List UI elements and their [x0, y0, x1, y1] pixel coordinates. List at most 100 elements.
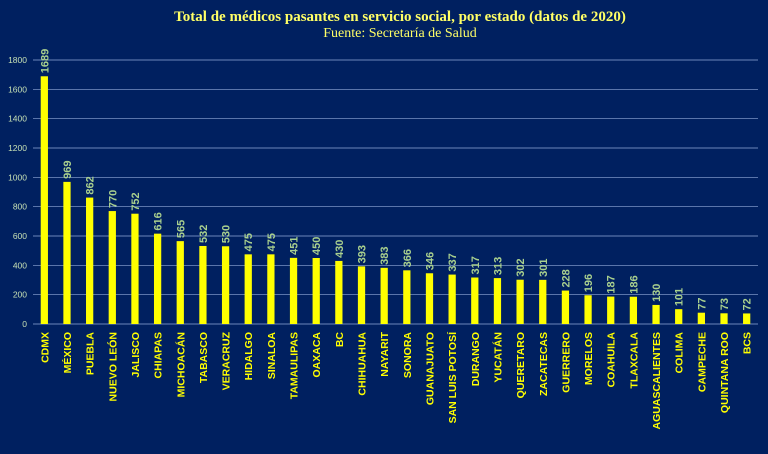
data-label: 393: [357, 245, 369, 263]
data-label: 337: [447, 253, 459, 271]
data-label: 530: [221, 225, 233, 243]
y-tick-label: 1000: [8, 172, 27, 182]
bar: [403, 270, 411, 324]
y-tick-label: 200: [13, 290, 27, 300]
data-label: 475: [266, 233, 278, 251]
x-tick-label: PUEBLA: [85, 332, 97, 376]
data-label: 313: [492, 257, 504, 275]
data-label: 752: [130, 192, 142, 210]
x-tick-label: GUANAJUATO: [424, 332, 436, 405]
data-label: 366: [402, 249, 414, 267]
data-label: 228: [560, 269, 572, 287]
data-label: 317: [470, 256, 482, 274]
gridlines: [33, 59, 758, 325]
data-label: 186: [628, 275, 640, 293]
data-label: 302: [515, 258, 527, 276]
bars: [40, 76, 751, 324]
data-label: 616: [153, 212, 165, 230]
y-tick-label: 400: [13, 260, 27, 270]
x-axis-ticks: CDMX MÉXICO PUEBLA NUEVO LEÓN JALISCO CHIAPAS…: [39, 331, 753, 430]
bar: [312, 258, 320, 324]
data-label: 450: [311, 237, 323, 255]
bar: [652, 304, 660, 324]
bar: [584, 295, 592, 324]
data-label: 451: [289, 236, 301, 254]
bar: [561, 290, 570, 324]
x-tick-label: SINALOA: [266, 332, 278, 380]
data-label: 969: [62, 161, 74, 179]
y-axis-ticks: 0 200 400 600 800 1000 1200 1400 1600 1800: [8, 55, 27, 329]
x-tick-label: YUCATÁN: [491, 332, 504, 383]
x-tick-label: TAMAULIPAS: [289, 332, 301, 399]
x-tick-label: CHIHUAHUA: [357, 332, 369, 396]
bar: [63, 181, 71, 324]
bar: [289, 257, 298, 324]
bar: [40, 76, 48, 324]
data-label: 196: [583, 274, 595, 292]
data-label: 383: [379, 246, 391, 264]
x-tick-label: TABASCO: [198, 332, 210, 383]
bar: [720, 313, 728, 324]
data-label: 532: [198, 225, 210, 243]
data-label: 72: [742, 298, 754, 310]
data-labels: 1689 969 862 770 752 616 565 532 530 475 475 451 450…: [39, 49, 753, 311]
bar: [244, 254, 252, 324]
y-tick-label: 1600: [8, 84, 27, 94]
data-label: 101: [674, 288, 686, 306]
bar: [629, 296, 638, 324]
y-tick-label: 1200: [8, 143, 27, 153]
bar: [675, 309, 683, 324]
x-tick-label: BC: [334, 332, 346, 348]
data-label: 346: [424, 252, 436, 270]
data-label: 430: [334, 240, 346, 258]
x-tick-label: NUEVO LEÓN: [106, 332, 119, 401]
bar: [153, 233, 162, 324]
x-tick-label: JALISCO: [130, 332, 142, 378]
bar: [199, 245, 207, 324]
x-tick-label: DURANGO: [470, 332, 482, 386]
x-tick-label: CHIAPAS: [153, 332, 165, 378]
bar: [697, 312, 705, 324]
bar: [86, 197, 94, 324]
bar: [743, 313, 751, 324]
bar: [131, 213, 139, 324]
x-tick-label: MICHOACÁN: [174, 332, 187, 397]
x-tick-label: MORELOS: [583, 332, 595, 385]
bar: [108, 211, 116, 324]
x-tick-label: NAYARIT: [379, 331, 391, 376]
data-label: 77: [696, 297, 708, 309]
bar: [357, 266, 366, 324]
x-tick-label: CDMX: [39, 332, 51, 363]
data-label: 565: [175, 220, 187, 238]
x-tick-label: AGUASCALIENTES: [651, 332, 663, 429]
data-label: 73: [719, 298, 731, 310]
y-tick-label: 600: [13, 231, 27, 241]
data-label: 301: [538, 258, 550, 276]
y-tick-label: 0: [22, 319, 27, 329]
x-tick-label: MÉXICO: [61, 332, 74, 373]
bar: [267, 254, 275, 324]
x-tick-label: ZACATECAS: [538, 332, 550, 396]
data-label: 1689: [39, 49, 51, 73]
data-label: 862: [85, 176, 97, 194]
bar: [380, 267, 388, 324]
data-label: 475: [243, 233, 255, 251]
y-tick-label: 800: [13, 202, 27, 212]
x-tick-label: GUERRERO: [560, 332, 572, 393]
bar: [425, 273, 434, 324]
x-tick-label: QUINTANA ROO: [719, 332, 731, 413]
bar: [493, 278, 502, 324]
x-tick-label: TLAXCALA: [628, 332, 640, 389]
bar: [539, 279, 547, 324]
bar: [448, 274, 456, 324]
bar: [471, 277, 479, 324]
chart-title: Total de médicos pasantes en servicio so…: [174, 9, 626, 25]
bar: [335, 260, 343, 324]
x-tick-label: COLIMA: [674, 332, 686, 374]
x-tick-label: HIDALGO: [243, 332, 255, 380]
data-label: 187: [606, 275, 618, 293]
x-tick-label: OAXACA: [311, 332, 323, 378]
y-tick-label: 1400: [8, 114, 27, 124]
bar: [516, 279, 524, 324]
